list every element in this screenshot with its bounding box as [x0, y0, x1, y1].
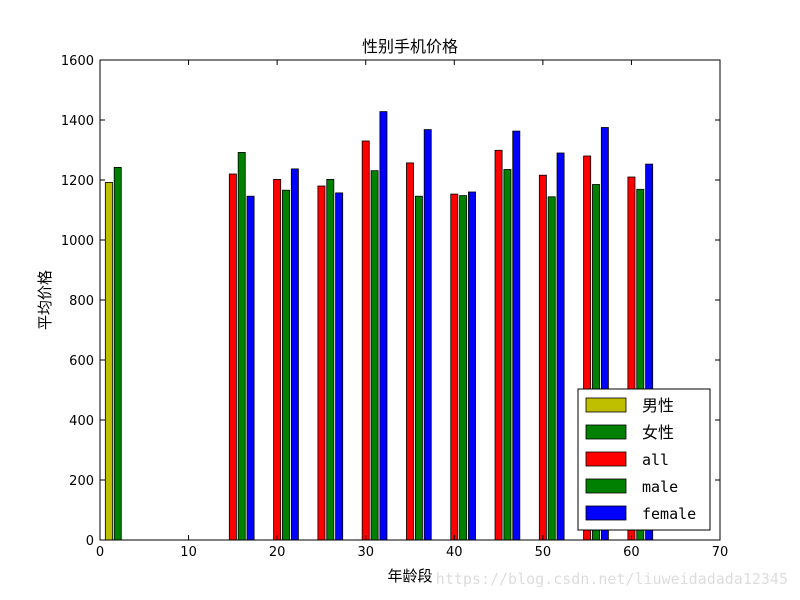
bar-female-22 — [290, 168, 299, 541]
bar-female-27 — [335, 192, 344, 541]
legend-swatch-all — [585, 451, 627, 467]
x-tick-label: 60 — [623, 545, 640, 560]
y-axis: 0 200 400 600 800 1000 1200 1400 1600 — [61, 54, 720, 549]
y-tick-label: 600 — [69, 354, 94, 369]
legend-swatch-male — [585, 478, 627, 494]
bar-male-46 — [503, 169, 512, 541]
bar-女性-2 — [113, 166, 122, 541]
legend-swatch-男性 — [585, 397, 627, 413]
bar-male-31 — [370, 170, 379, 541]
legend-label-male: male — [642, 478, 678, 496]
y-tick-label: 1600 — [61, 54, 94, 69]
x-tick-label: 70 — [712, 545, 729, 560]
y-tick-label: 1200 — [61, 174, 94, 189]
bar-female-32 — [379, 111, 388, 541]
bar-all-40 — [450, 193, 459, 541]
x-tick-label: 10 — [180, 545, 197, 560]
bar-all-20 — [273, 178, 282, 541]
x-tick-label: 40 — [446, 545, 463, 560]
bar-male-16 — [237, 151, 246, 541]
x-tick-label: 50 — [535, 545, 552, 560]
y-tick-label: 0 — [86, 534, 94, 549]
legend-label-男性: 男性 — [642, 396, 674, 415]
bar-male-41 — [459, 195, 468, 541]
legend-swatch-女性 — [585, 424, 627, 440]
y-tick-label: 1400 — [61, 114, 94, 129]
x-tick-label: 20 — [269, 545, 286, 560]
x-tick-label: 0 — [96, 545, 104, 560]
bar-all-35 — [406, 162, 414, 541]
legend-label-女性: 女性 — [642, 423, 674, 442]
x-tick-label: 30 — [357, 545, 374, 560]
legend-label-all: all — [642, 451, 669, 469]
y-tick-label: 1000 — [61, 234, 94, 249]
bar-male-21 — [282, 189, 290, 541]
bar-all-50 — [538, 174, 547, 541]
bar-male-36 — [414, 195, 423, 541]
bar-all-45 — [494, 149, 503, 541]
x-axis: 0 10 20 30 40 50 60 70 — [96, 60, 728, 560]
chart-title: 性别手机价格 — [362, 37, 458, 56]
bar-female-17 — [246, 195, 255, 541]
bar-male-26 — [326, 178, 335, 541]
bar-all-30 — [361, 140, 370, 541]
bar-female-37 — [423, 129, 432, 541]
legend-label-female: female — [642, 505, 696, 523]
bar-all-25 — [317, 185, 326, 541]
x-axis-label: 年龄段 — [387, 567, 432, 585]
watermark: https://blog.csdn.net/liuweidadada12345 — [436, 570, 788, 588]
bar-all-15 — [228, 173, 237, 541]
y-axis-label: 平均价格 — [36, 270, 54, 330]
bar-female-47 — [512, 130, 521, 541]
bar-female-52 — [556, 152, 565, 541]
bar-男性-1 — [104, 181, 113, 541]
legend-swatch-female — [585, 505, 627, 521]
bar-female-42 — [468, 191, 476, 541]
y-tick-label: 200 — [69, 474, 94, 489]
y-tick-label: 800 — [69, 294, 94, 309]
y-tick-label: 400 — [69, 414, 94, 429]
bar-male-51 — [547, 196, 556, 541]
